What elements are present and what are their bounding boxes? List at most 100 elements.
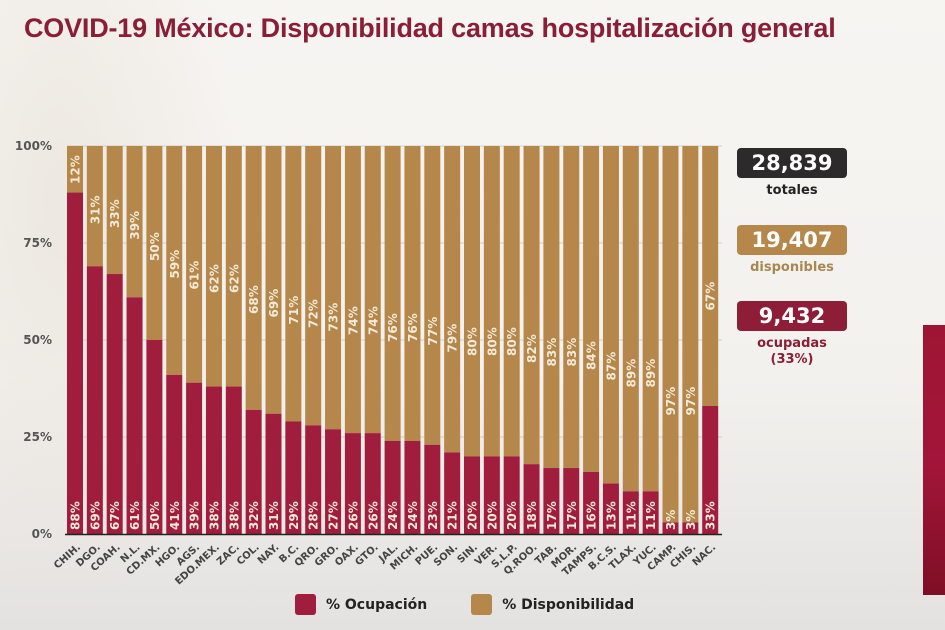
value-label-ocupacion: 33% [704, 501, 718, 530]
bar-disponibilidad [583, 146, 600, 472]
ocupadas-stat: 9,432 ocupadas (33%) [737, 301, 847, 368]
bar-disponibilidad [622, 146, 639, 492]
value-label-disponibilidad: 33% [108, 199, 122, 228]
ocupadas-value: 9,432 [737, 301, 847, 331]
value-label-disponibilidad: 76% [386, 313, 400, 342]
value-label-disponibilidad: 68% [247, 285, 261, 314]
value-label-disponibilidad: 31% [88, 195, 102, 224]
bar-ocupacion [364, 433, 381, 534]
totales-stat: 28,839 totales [737, 148, 847, 199]
y-axis-ticks: 0% 25% 50% 75% 100% [15, 139, 52, 541]
legend-item-disponibilidad: % Disponibilidad [471, 594, 634, 615]
bar-disponibilidad [67, 146, 83, 193]
bar-disponibilidad [305, 146, 322, 426]
bar-ocupacion [285, 421, 302, 534]
value-label-disponibilidad: 39% [128, 211, 142, 240]
bar-ocupacion [583, 471, 600, 534]
y-tick-label: 100% [15, 139, 52, 153]
disponibles-label: disponibles [750, 260, 834, 275]
x-tick-label: GTO. [353, 542, 380, 568]
value-label-disponibilidad: 62% [227, 264, 241, 293]
value-label-ocupacion: 26% [346, 501, 360, 530]
bar-ocupacion [503, 456, 520, 534]
x-tick-label: NAC. [691, 542, 719, 568]
value-label-ocupacion: 39% [188, 501, 202, 530]
bar-ocupacion [602, 483, 619, 534]
bar-disponibilidad [364, 146, 381, 434]
value-label-ocupacion: 11% [624, 501, 638, 530]
bar-ocupacion [67, 192, 83, 534]
bar-disponibilidad [503, 146, 520, 457]
bar-disponibilidad [702, 146, 719, 406]
bars [67, 146, 719, 534]
bar-ocupacion [126, 297, 143, 534]
legend-label-disponibilidad: % Disponibilidad [502, 596, 635, 613]
value-label-ocupacion: 23% [426, 501, 440, 530]
value-label-ocupacion: 27% [327, 501, 341, 530]
x-tick-label: COL. [235, 542, 262, 568]
disponibles-stat: 19,407 disponibles [737, 225, 847, 276]
page-title: COVID-19 México: Disponibilidad camas ho… [24, 13, 836, 43]
bar-disponibilidad [245, 146, 262, 410]
bar-ocupacion [205, 386, 222, 534]
value-label-ocupacion: 24% [386, 501, 400, 530]
value-label-disponibilidad: 72% [307, 299, 321, 328]
value-label-ocupacion: 29% [287, 501, 301, 530]
value-label-ocupacion: 21% [446, 501, 460, 530]
value-label-ocupacion: 17% [565, 501, 579, 530]
value-label-disponibilidad: 77% [426, 317, 440, 346]
bar-ocupacion [106, 274, 123, 534]
bar-ocupacion [86, 266, 103, 534]
bar-ocupacion [166, 374, 183, 534]
bar-disponibilidad [563, 146, 580, 469]
value-label-disponibilidad: 97% [684, 387, 698, 416]
value-label-ocupacion: 18% [525, 501, 539, 530]
value-label-ocupacion: 69% [88, 501, 102, 530]
bar-disponibilidad [166, 146, 183, 375]
bar-ocupacion [384, 440, 401, 534]
value-label-ocupacion: 20% [505, 501, 519, 530]
bar-disponibilidad [483, 146, 500, 457]
bar-ocupacion [662, 522, 679, 534]
side-accent-bar [923, 325, 945, 595]
bar-ocupacion [483, 456, 500, 534]
value-label-ocupacion: 17% [545, 501, 559, 530]
bar-ocupacion [563, 468, 580, 534]
bar-disponibilidad [662, 146, 679, 523]
value-label-ocupacion: 50% [148, 501, 162, 530]
value-label-disponibilidad: 62% [207, 264, 221, 293]
totales-label: totales [766, 183, 818, 198]
bar-ocupacion [682, 522, 699, 534]
bar-disponibilidad [205, 146, 222, 387]
ocupadas-percent: (33%) [770, 352, 814, 367]
value-label-disponibilidad: 79% [446, 324, 460, 353]
value-label-ocupacion: 38% [227, 501, 241, 530]
value-label-disponibilidad: 97% [664, 387, 678, 416]
bar-ocupacion [265, 413, 282, 534]
bar-ocupacion [622, 491, 639, 534]
value-label-disponibilidad: 71% [287, 296, 301, 325]
legend-swatch-ocupacion [295, 594, 316, 615]
value-label-ocupacion: 61% [128, 501, 142, 530]
value-label-ocupacion: 20% [466, 501, 480, 530]
value-label-disponibilidad: 80% [485, 327, 499, 356]
value-label-ocupacion: 38% [207, 501, 221, 530]
value-label-disponibilidad: 50% [148, 232, 162, 261]
bar-ocupacion [325, 429, 342, 534]
bar-disponibilidad [404, 146, 421, 441]
bar-ocupacion [186, 382, 203, 534]
bar-disponibilidad [523, 146, 540, 465]
y-tick-label: 50% [23, 333, 52, 347]
value-label-disponibilidad: 61% [188, 261, 202, 290]
bar-ocupacion [305, 425, 322, 534]
bar-ocupacion [146, 340, 163, 534]
bar-disponibilidad [225, 146, 242, 387]
bar-disponibilidad [424, 146, 441, 445]
value-label-disponibilidad: 80% [466, 327, 480, 356]
value-label-ocupacion: 31% [267, 501, 281, 530]
bar-disponibilidad [682, 146, 699, 523]
bar-disponibilidad [602, 146, 619, 484]
value-label-disponibilidad: 74% [366, 306, 380, 335]
disponibles-value: 19,407 [737, 225, 847, 255]
bar-disponibilidad [126, 146, 143, 298]
